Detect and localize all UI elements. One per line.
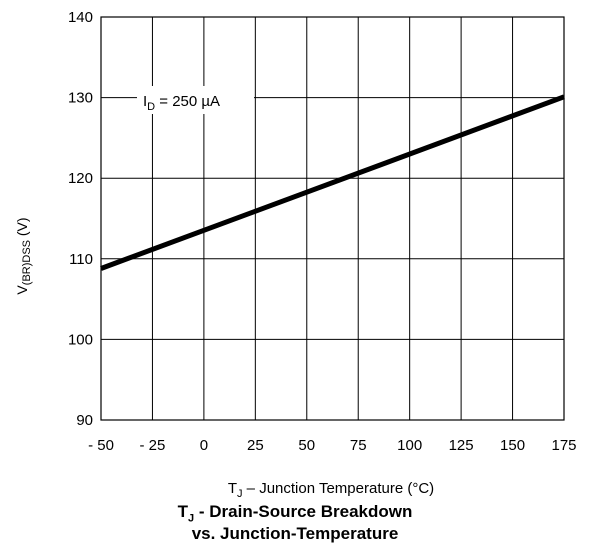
y-axis-label-sub: (BR)DSS (21, 240, 33, 285)
chart-title-main: T (177, 502, 189, 521)
x-tick-label: - 25 (140, 437, 166, 454)
y-axis-label-main: V (14, 285, 30, 295)
x-tick-label: - 50 (88, 437, 114, 454)
annotation-rest: = 250 µA (155, 93, 220, 110)
x-tick-label: 25 (247, 437, 264, 454)
series-group (100, 94, 565, 271)
x-tick-labels: - 50 - 25 0 25 50 75 100 125 150 175 (88, 437, 576, 454)
chart-title-line2: vs. Junction-Temperature (191, 524, 399, 543)
y-axis-label: V(BR)DSS (V) (14, 217, 33, 294)
annotation: ID = 250 µA (143, 93, 220, 113)
y-tick-label: 110 (69, 251, 93, 268)
y-tick-label: 90 (76, 412, 93, 429)
x-axis-label-main: T (228, 480, 237, 497)
grid (100, 16, 565, 421)
x-tick-label: 50 (298, 437, 315, 454)
x-tick-label: 100 (397, 437, 422, 454)
chart-title-rest: - Drain-Source Breakdown (194, 502, 413, 521)
annotation-background (137, 86, 254, 114)
x-tick-label: 150 (500, 437, 525, 454)
y-tick-label: 120 (68, 170, 93, 187)
annotation-main: I (143, 93, 147, 110)
y-axis-label-unit: (V) (14, 217, 30, 240)
x-axis-label: TJ – Junction Temperature (°C) (228, 480, 434, 500)
x-axis-label-sub: J (237, 488, 243, 500)
y-tick-label: 130 (68, 90, 93, 107)
chart: - 50 - 25 0 25 50 75 100 125 150 175 90 100 110 120 1… (14, 9, 577, 500)
chart-title-sub: J (188, 512, 195, 525)
x-tick-label: 125 (449, 437, 474, 454)
x-tick-label: 75 (350, 437, 367, 454)
annotation-sub: D (147, 101, 155, 113)
x-axis-label-rest: – Junction Temperature (°C) (243, 480, 435, 497)
y-tick-labels: 90 100 110 120 130 140 (68, 9, 93, 429)
x-tick-label: 175 (551, 437, 576, 454)
y-tick-label: 140 (68, 9, 93, 26)
y-tick-label: 100 (68, 331, 93, 348)
chart-title: TJ - Drain-Source Breakdown (0, 502, 590, 528)
plot-frame (100, 16, 565, 421)
x-tick-label: 0 (200, 437, 208, 454)
series-line (100, 94, 565, 271)
